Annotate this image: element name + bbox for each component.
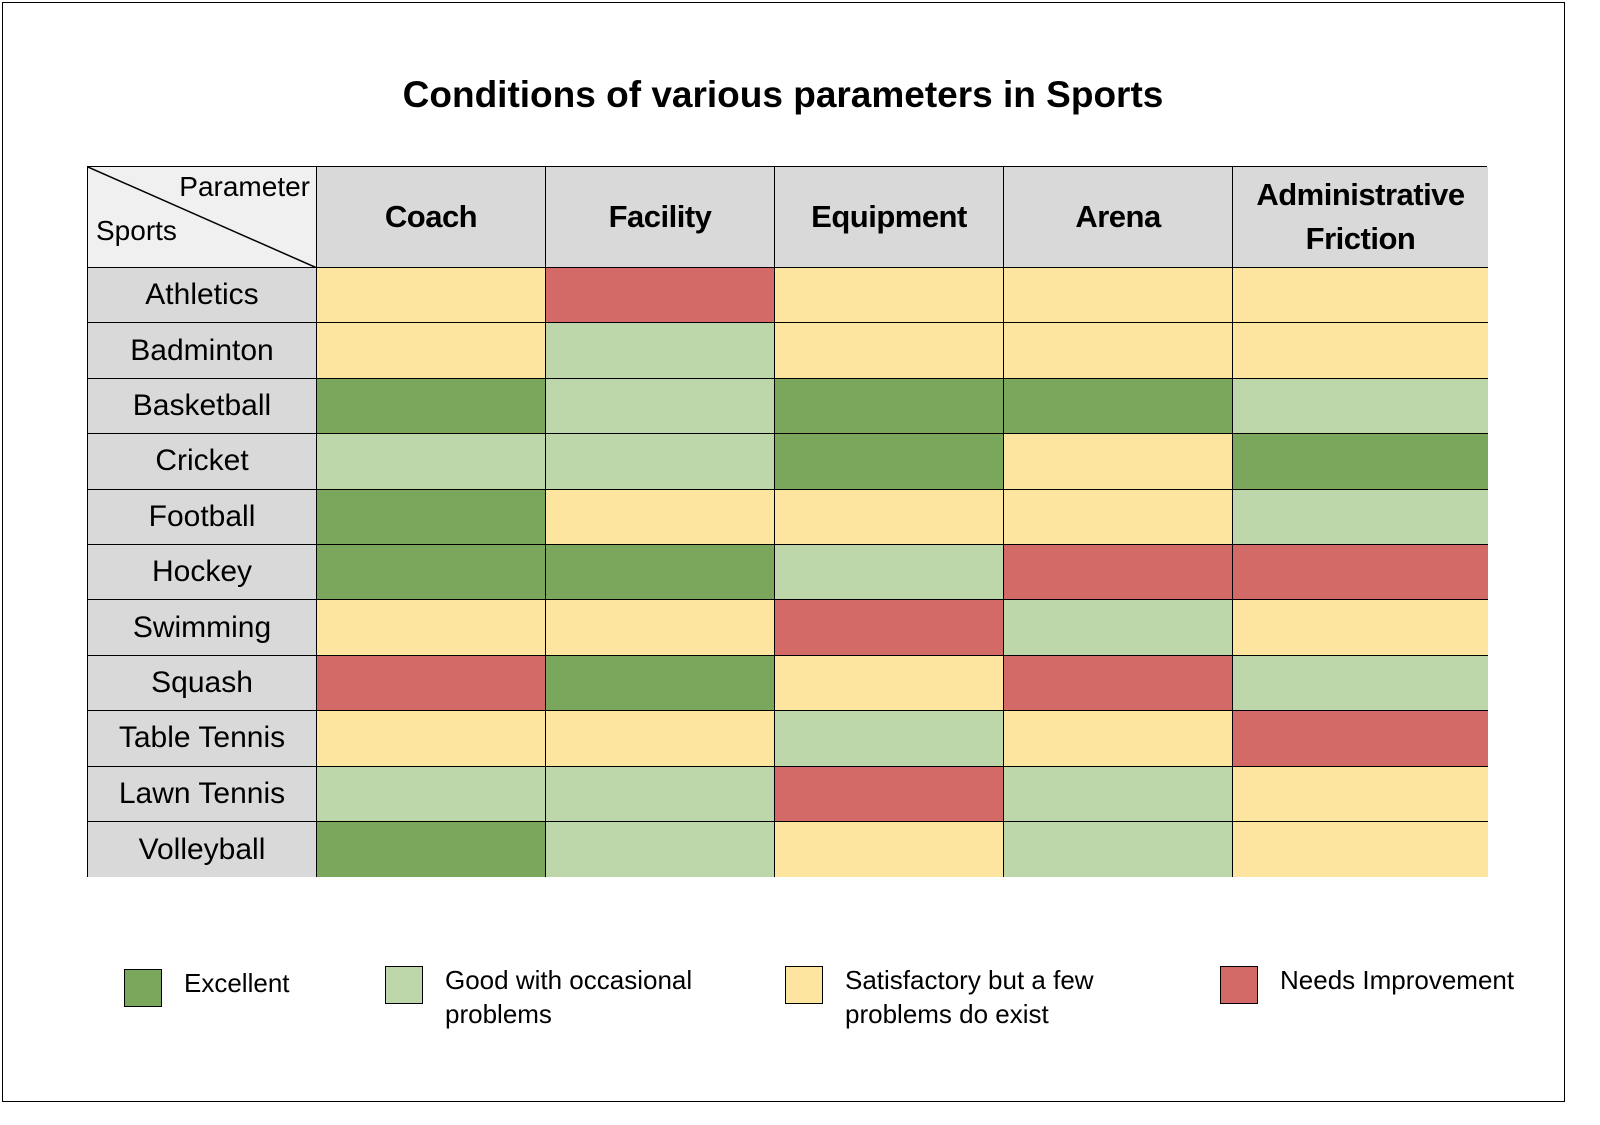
legend-label: Needs Improvement — [1280, 965, 1515, 995]
heatmap-cell — [546, 544, 775, 601]
heatmap-cell — [317, 600, 546, 656]
heatmap-cell — [775, 323, 1004, 379]
heatmap-cell — [1004, 655, 1233, 712]
heatmap-cell — [1233, 268, 1488, 324]
heatmap-cell — [546, 323, 775, 379]
column-header: Equipment — [775, 167, 1004, 268]
legend-item: Good with occasional problems — [385, 963, 745, 1031]
row-header: Hockey — [88, 544, 317, 601]
heatmap-cell — [1004, 434, 1233, 490]
heatmap-cell — [546, 711, 775, 767]
heatmap-cell — [317, 378, 546, 435]
heatmap-cell — [546, 268, 775, 324]
heatmap-cell — [775, 766, 1004, 822]
heatmap-cell — [775, 711, 1004, 767]
column-axis-label: Parameter — [179, 171, 310, 202]
heatmap-cell — [546, 378, 775, 435]
heatmap-cell — [775, 600, 1004, 656]
row-header: Swimming — [88, 600, 317, 656]
heatmap-cell — [1004, 711, 1233, 767]
heatmap-cell — [317, 655, 546, 712]
row-header: Lawn Tennis — [88, 766, 317, 822]
column-header: Arena — [1004, 167, 1233, 268]
corner-header: Parameter Sports — [88, 167, 317, 268]
row-header: Badminton — [88, 323, 317, 379]
heatmap-cell — [546, 600, 775, 656]
heatmap-cell — [775, 489, 1004, 545]
legend-swatch — [785, 966, 823, 1004]
heatmap-cell — [775, 434, 1004, 490]
heatmap-cell — [1233, 600, 1488, 656]
heatmap-cell — [1233, 655, 1488, 712]
heatmap-cell — [317, 711, 546, 767]
heatmap-cell — [1004, 268, 1233, 324]
row-header: Table Tennis — [88, 711, 317, 767]
heatmap-cell — [546, 766, 775, 822]
row-header: Basketball — [88, 378, 317, 435]
heatmap-cell — [317, 489, 546, 545]
heatmap-cell — [1233, 544, 1488, 601]
heatmap-cell — [546, 489, 775, 545]
legend-label: Satisfactory but a few problems do exist — [845, 965, 1094, 1029]
heatmap-cell — [775, 655, 1004, 712]
heatmap-cell — [1233, 489, 1488, 545]
row-axis-label: Sports — [96, 215, 177, 246]
chart-title: Conditions of various parameters in Spor… — [402, 74, 1164, 115]
heatmap-cell — [1004, 323, 1233, 379]
heatmap-cell — [317, 434, 546, 490]
heatmap-cell — [1004, 821, 1233, 878]
heatmap-cell — [317, 544, 546, 601]
heatmap-table: Parameter Sports Coach Facility Equipment A… — [87, 166, 1488, 878]
heatmap-cell — [1004, 766, 1233, 822]
row-header: Squash — [88, 655, 317, 712]
heatmap-cell — [1233, 711, 1488, 767]
corner-diagonal — [88, 167, 317, 268]
row-header: Football — [88, 489, 317, 545]
legend-swatch — [1220, 966, 1258, 1004]
heatmap-cell — [317, 821, 546, 878]
heatmap-cell — [1233, 821, 1488, 878]
heatmap-cell — [1233, 434, 1488, 490]
heatmap-cell — [1004, 544, 1233, 601]
heatmap-cell — [1004, 600, 1233, 656]
legend-swatch — [385, 966, 423, 1004]
heatmap-cell — [546, 655, 775, 712]
heatmap-cell — [317, 766, 546, 822]
heatmap-cell — [1004, 489, 1233, 545]
legend-item: Excellent — [124, 966, 344, 1007]
column-header: Administrative Friction — [1233, 167, 1488, 268]
column-header: Coach — [317, 167, 546, 268]
legend-label: Excellent — [184, 968, 290, 998]
heatmap-cell — [317, 268, 546, 324]
legend-item: Needs Improvement — [1220, 963, 1520, 1004]
legend-label: Good with occasional problems — [445, 965, 693, 1029]
heatmap-cell — [1233, 323, 1488, 379]
heatmap-cell — [546, 821, 775, 878]
heatmap-cell — [546, 434, 775, 490]
heatmap-cell — [775, 268, 1004, 324]
heatmap-cell — [317, 323, 546, 379]
heatmap-cell — [775, 821, 1004, 878]
legend-item: Satisfactory but a few problems do exist — [785, 963, 1165, 1031]
heatmap-cell — [1233, 378, 1488, 435]
heatmap-cell — [775, 378, 1004, 435]
heatmap-cell — [1233, 766, 1488, 822]
heatmap-cell — [1004, 378, 1233, 435]
row-header: Athletics — [88, 268, 317, 324]
column-header: Facility — [546, 167, 775, 268]
legend-swatch — [124, 969, 162, 1007]
row-header: Cricket — [88, 434, 317, 490]
heatmap-cell — [775, 544, 1004, 601]
chart-frame — [2, 2, 1565, 1102]
row-header: Volleyball — [88, 821, 317, 878]
